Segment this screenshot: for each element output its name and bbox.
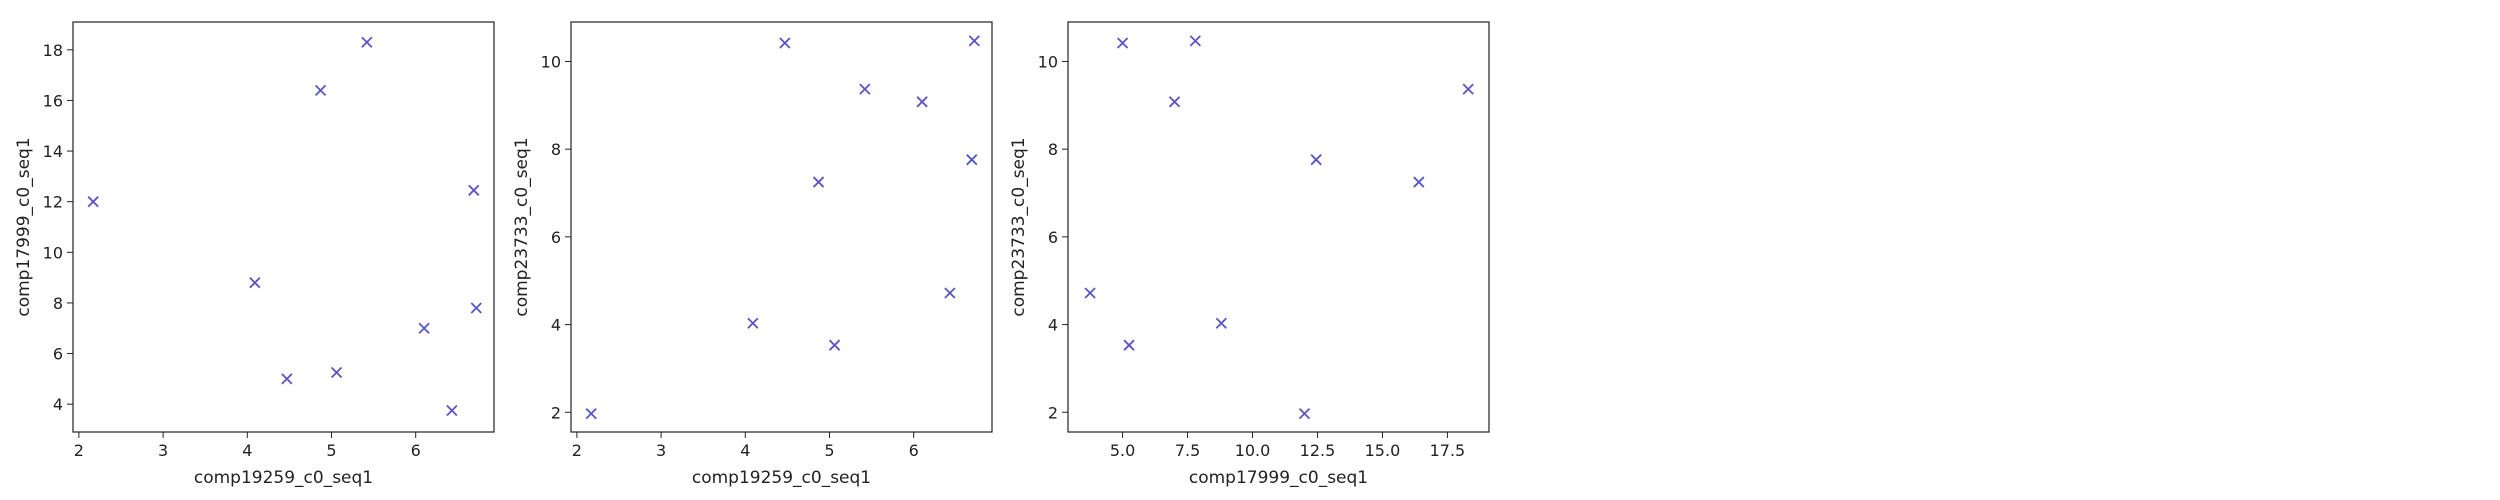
x-tick-label: 6 [411,441,421,460]
y-tick-label: 10 [43,243,63,262]
y-tick-label: 8 [1048,140,1058,159]
data-point-4 [1168,96,1181,108]
y-tick-label: 10 [541,52,561,71]
data-point-5 [828,339,841,351]
y-tick-label: 4 [1048,316,1058,335]
x-axis-label: comp19259_c0_seq1 [692,468,871,488]
x-tick-label: 5 [824,441,834,460]
y-tick-label: 10 [1038,52,1058,71]
data-point-6 [361,36,373,48]
data-point-1 [87,196,99,208]
x-tick-label: 2 [74,441,84,460]
data-point-8 [944,287,956,299]
data-point-6 [1215,317,1227,329]
data-point-3 [779,37,791,49]
y-tick-label: 18 [43,41,63,60]
x-axis-label: comp17999_c0_seq1 [1189,468,1368,488]
data-point-5 [330,366,343,379]
y-tick-label: 4 [551,316,561,335]
scatter-panel-3: 5.0 7.5 10.0 12.5 15.0 17.5 2 4 6 8 10 comp17999_c0… [1009,21,1490,488]
y-axis-label: comp23733_c0_seq1 [1009,137,1029,316]
y-tick-label: 6 [551,228,561,247]
data-point-7 [1298,407,1311,420]
data-point-1 [585,407,597,420]
y-tick-label: 12 [43,193,63,212]
data-point-8 [1310,154,1322,166]
plot-frame [72,21,495,433]
y-tick-label: 2 [1048,403,1058,422]
data-point-1 [1084,287,1096,299]
data-point-7 [916,96,928,108]
y-tick-label: 8 [551,140,561,159]
y-tick-label: 16 [43,91,63,110]
plot-frame [570,21,993,433]
y-tick-label: 6 [1048,228,1058,247]
x-tick-label: 3 [656,441,666,460]
data-point-4 [314,84,327,96]
data-point-2 [249,277,261,289]
x-tick-label: 12.5 [1300,441,1336,460]
data-point-8 [446,404,458,417]
data-point-5 [1189,35,1201,47]
data-point-7 [418,322,430,334]
x-tick-label: 3 [158,441,168,460]
data-point-9 [966,154,978,166]
data-point-6 [859,83,871,95]
y-axis-label: comp17999_c0_seq1 [14,137,34,316]
x-tick-label: 5.0 [1110,441,1135,460]
data-point-3 [1123,339,1135,351]
x-tick-label: 10.0 [1235,441,1271,460]
scatter-panel-1: 2 3 4 5 6 4 6 8 10 12 14 16 18 comp19259_c0_seq1 comp1… [14,21,495,488]
y-axis-label: comp23733_c0_seq1 [512,137,532,316]
y-tick-label: 4 [53,395,63,414]
data-point-2 [1116,37,1129,49]
data-point-3 [281,373,293,385]
scatter-panel-2: 2 3 4 5 6 2 4 6 8 10 comp19259_c0_seq1 comp23733_c0… [512,21,993,488]
x-tick-label: 17.5 [1430,441,1466,460]
data-point-9 [1413,176,1425,188]
data-point-2 [747,317,759,329]
x-tick-label: 5 [326,441,336,460]
y-tick-label: 14 [43,142,63,161]
y-tick-label: 6 [53,345,63,364]
x-tick-label: 4 [740,441,750,460]
y-tick-label: 2 [551,403,561,422]
x-axis-label: comp19259_c0_seq1 [194,468,373,488]
x-tick-label: 2 [572,441,582,460]
x-tick-label: 7.5 [1175,441,1200,460]
x-tick-label: 15.0 [1365,441,1401,460]
y-tick-label: 8 [53,294,63,313]
x-tick-label: 6 [909,441,919,460]
data-point-10 [968,35,980,47]
data-point-10 [470,302,482,314]
data-point-10 [1462,83,1474,95]
plot-frame [1067,21,1490,433]
data-point-9 [468,184,480,196]
data-point-4 [812,176,825,188]
x-tick-label: 4 [242,441,252,460]
